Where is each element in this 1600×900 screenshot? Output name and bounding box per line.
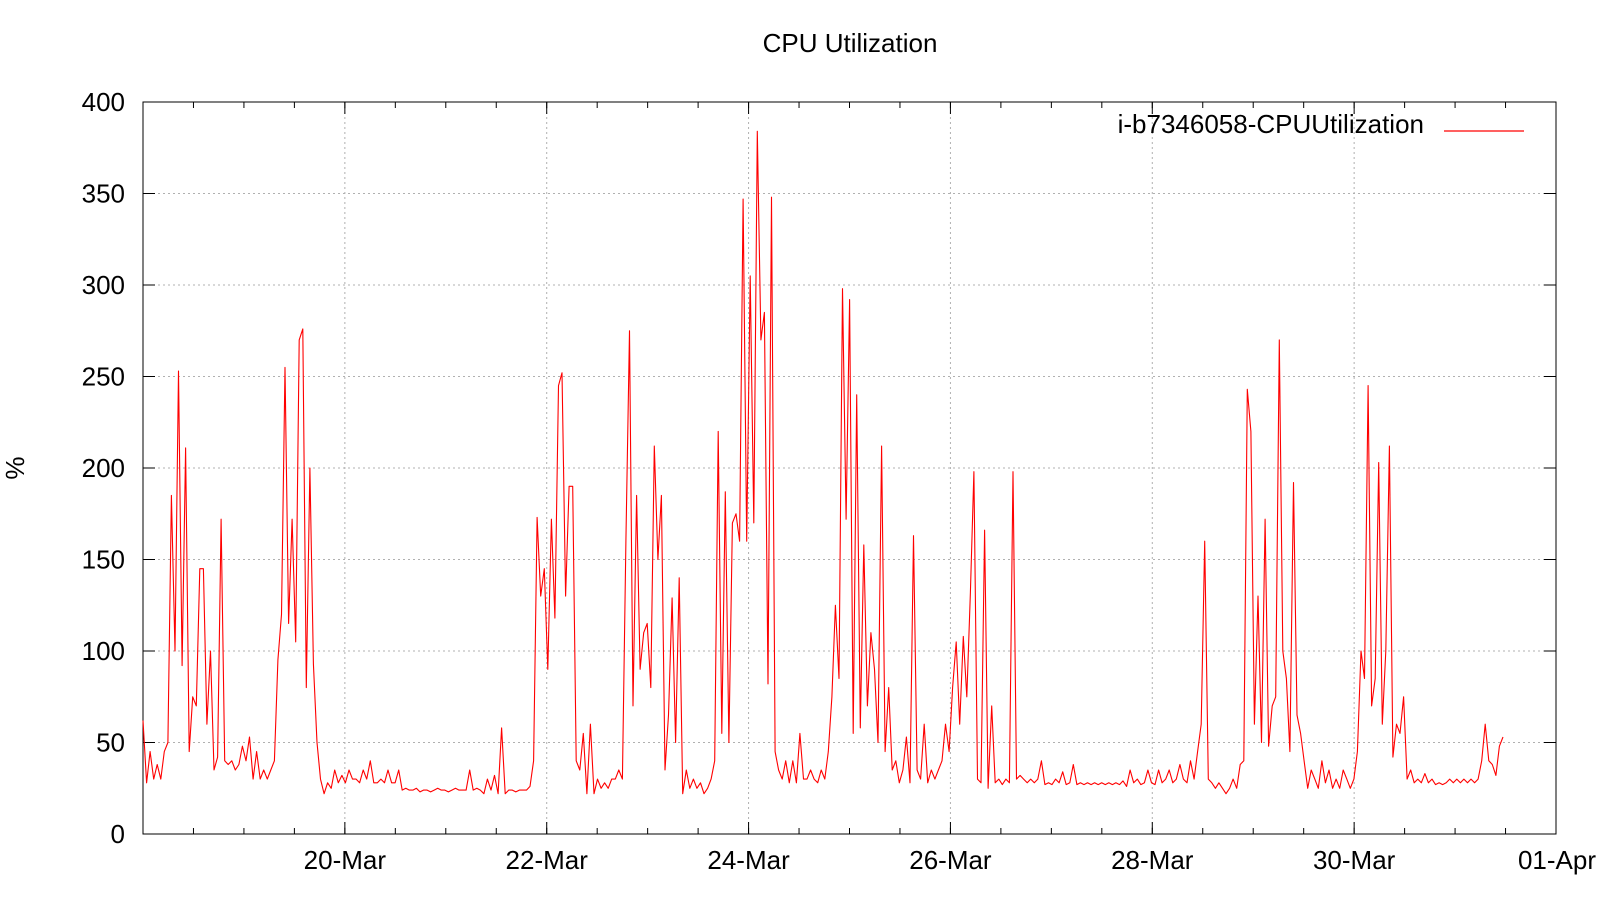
y-tick-label: 50 [96, 728, 125, 758]
y-tick-label: 300 [82, 270, 125, 300]
y-axis-label: % [0, 456, 30, 479]
y-tick-label: 200 [82, 453, 125, 483]
x-tick-label: 24-Mar [707, 845, 790, 875]
x-tick-label: 01-Apr [1518, 845, 1596, 875]
y-tick-label: 100 [82, 636, 125, 666]
x-tick-label: 22-Mar [506, 845, 589, 875]
y-tick-label: 250 [82, 362, 125, 392]
y-tick-label: 0 [111, 819, 125, 849]
x-tick-label: 28-Mar [1111, 845, 1194, 875]
grid-layer [143, 102, 1556, 834]
y-tick-label: 350 [82, 179, 125, 209]
x-tick-label: 26-Mar [909, 845, 992, 875]
tick-layer: 0 50 100 150 200 250 300 350 400 20-Mar 22-Mar 24-M… [82, 87, 1597, 875]
legend-series-label: i-b7346058-CPUUtilization [1118, 109, 1424, 139]
legend: i-b7346058-CPUUtilization [1118, 109, 1524, 139]
series-layer [142, 130, 1504, 795]
series-line-cpu-utilization [142, 130, 1504, 795]
y-tick-label: 400 [82, 87, 125, 117]
x-tick-label: 20-Mar [304, 845, 387, 875]
chart-title: CPU Utilization [763, 28, 938, 58]
x-tick-label: 30-Mar [1313, 845, 1396, 875]
y-tick-label: 150 [82, 545, 125, 575]
